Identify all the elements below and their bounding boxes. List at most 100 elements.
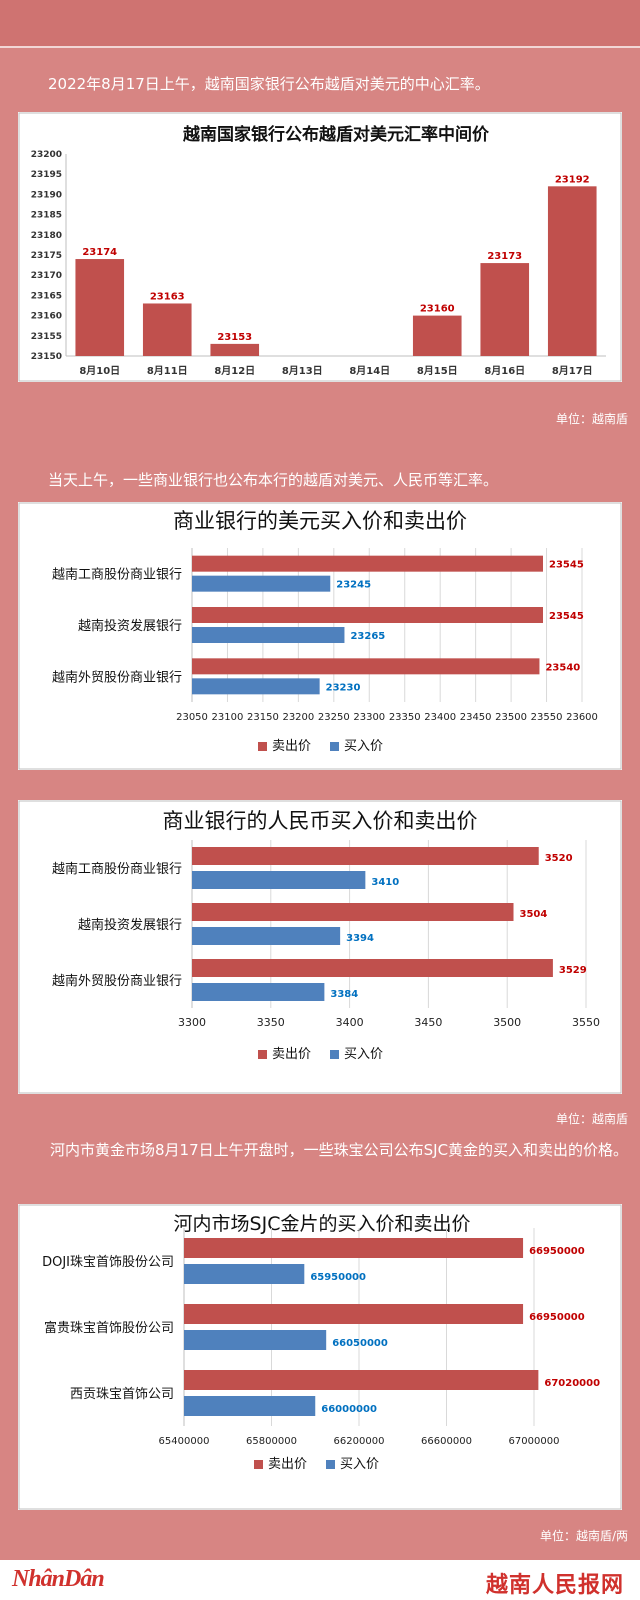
chart-usd-panel: 商业银行的美元买入价和卖出价 23050 23100 23150 23200 23250 2…: [18, 502, 622, 770]
bar-sell: [192, 607, 543, 623]
legend-swatch-buy: [326, 1460, 335, 1469]
y-tick-label: 23160: [31, 312, 62, 322]
bar: [547, 186, 597, 356]
caption-gold-market: 河内市黄金市场8月17日上午开盘时，一些珠宝公司公布SJC黄金的买入和卖出的价格…: [50, 1141, 629, 1159]
data-label-sell: 3520: [545, 853, 573, 864]
x-tick-label: 3550: [572, 1016, 600, 1029]
bar-buy: [192, 927, 341, 945]
category-label: 越南投资发展银行: [78, 618, 182, 634]
central-rate-chart: 越南国家银行公布越盾对美元汇率中间价 23150 23155 23160 23165 23…: [18, 112, 622, 382]
y-tick-label: 23195: [31, 170, 62, 180]
data-label: 23153: [217, 332, 252, 343]
bar: [75, 259, 125, 356]
chart-border: [18, 1204, 622, 1510]
data-label-sell: 66950000: [529, 1246, 585, 1257]
bar-buy: [184, 1330, 327, 1350]
x-tick-label: 3350: [257, 1016, 285, 1029]
data-label-buy: 3384: [330, 989, 358, 1000]
category-label: 富贵珠宝首饰股份公司: [44, 1320, 174, 1336]
category-label: DOJI珠宝首饰股份公司: [42, 1255, 174, 1270]
legend-swatch-sell: [258, 1050, 267, 1059]
footer: NhânDân 越南人民报网: [0, 1560, 640, 1600]
y-tick-label: 23190: [31, 190, 62, 200]
chart-border: [18, 800, 622, 1094]
x-tick-label: 23150: [247, 712, 279, 723]
chart-title: 商业银行的人民币买入价和卖出价: [163, 809, 478, 833]
category-label: 越南外贸股份商业银行: [52, 669, 182, 685]
legend-label-sell: 卖出价: [272, 1047, 311, 1062]
data-label: 23192: [555, 174, 590, 185]
bar: [480, 263, 530, 356]
data-label-buy: 3394: [346, 933, 374, 944]
bar: [142, 303, 192, 356]
chart-title: 商业银行的美元买入价和卖出价: [173, 509, 467, 533]
y-tick-label: 23170: [31, 271, 62, 281]
x-tick-label: 8月12日: [214, 365, 255, 377]
nhandan-logo[interactable]: NhânDân: [12, 1566, 105, 1592]
data-label-buy: 23230: [326, 682, 361, 693]
unit-label-1: 单位：越南盾: [555, 412, 628, 426]
chart-title: 河内市场SJC金片的买入价和卖出价: [174, 1213, 471, 1235]
chart-border: [18, 502, 622, 770]
unit-label-2: 单位：越南盾: [555, 1112, 628, 1126]
x-tick-label: 3400: [336, 1016, 364, 1029]
x-tick-label: 23550: [531, 712, 563, 723]
x-tick-label: 66200000: [334, 1436, 385, 1447]
data-label-buy: 65950000: [310, 1272, 366, 1283]
legend-label-sell: 卖出价: [272, 739, 311, 754]
x-tick-label: 8月15日: [417, 365, 458, 377]
unit-label-3: 单位：越南盾/两: [539, 1529, 628, 1543]
legend-swatch-sell: [258, 742, 267, 751]
x-tick-label: 8月14日: [349, 365, 390, 377]
data-label-sell: 23545: [549, 560, 584, 571]
caption-commercial-banks: 当天上午，一些商业银行也公布本行的越盾对美元、人民币等汇率。: [48, 471, 499, 489]
data-label: 23160: [420, 304, 455, 315]
category-label: 西贡珠宝首饰公司: [70, 1387, 174, 1402]
bar: [210, 343, 260, 356]
bar-sell: [192, 959, 553, 977]
category-label: 越南投资发展银行: [78, 917, 182, 933]
x-tick-label: 8月10日: [79, 365, 120, 377]
x-tick-label: 23450: [460, 712, 492, 723]
y-tick-label: 23155: [31, 332, 62, 342]
category-label: 越南工商股份商业银行: [52, 567, 182, 583]
bar-sell: [184, 1238, 524, 1258]
legend-swatch-buy: [330, 742, 339, 751]
legend-swatch-buy: [330, 1050, 339, 1059]
y-tick-label: 23150: [31, 352, 62, 362]
x-tick-label: 23250: [318, 712, 350, 723]
x-tick-label: 65800000: [246, 1436, 297, 1447]
bar-sell: [192, 658, 540, 675]
bar-buy: [192, 575, 331, 592]
data-label-buy: 23245: [336, 580, 371, 591]
data-label-sell: 23540: [545, 662, 580, 673]
chart-title: 越南国家银行公布越盾对美元汇率中间价: [182, 124, 490, 145]
x-tick-label: 23500: [495, 712, 527, 723]
x-tick-label: 8月17日: [552, 365, 593, 377]
x-tick-label: 23400: [424, 712, 456, 723]
category-label: 越南外贸股份商业银行: [52, 973, 182, 989]
bar-sell: [192, 847, 539, 865]
caption-central-rate: 2022年8月17日上午，越南国家银行公布越盾对美元的中心汇率。: [48, 75, 490, 93]
x-tick-label: 8月11日: [147, 365, 188, 377]
bar-buy: [184, 1264, 305, 1284]
x-tick-label: 23300: [353, 712, 385, 723]
chart-gold-panel: 河内市场SJC金片的买入价和卖出价 65400000 65800000 6620000…: [18, 1204, 622, 1510]
chart-central-rate-panel: 越南国家银行公布越盾对美元汇率中间价 23150 23155 23160 23165 23…: [18, 112, 622, 382]
bar-sell: [192, 903, 514, 921]
bar-sell: [184, 1370, 539, 1390]
x-tick-label: 8月16日: [484, 365, 525, 377]
site-name-logo[interactable]: 越南人民报网: [485, 1573, 624, 1598]
x-tick-label: 3300: [178, 1016, 206, 1029]
y-tick-label: 23165: [31, 291, 62, 301]
data-label-buy: 3410: [371, 877, 399, 888]
bar-buy: [192, 983, 325, 1001]
legend-swatch-sell: [254, 1460, 263, 1469]
data-label-buy: 66050000: [332, 1338, 388, 1349]
legend-label-buy: 买入价: [344, 1047, 383, 1062]
bar-buy: [192, 627, 345, 643]
data-label: 23163: [150, 291, 185, 302]
data-label-buy: 66000000: [321, 1404, 377, 1415]
data-label: 23174: [82, 247, 117, 258]
